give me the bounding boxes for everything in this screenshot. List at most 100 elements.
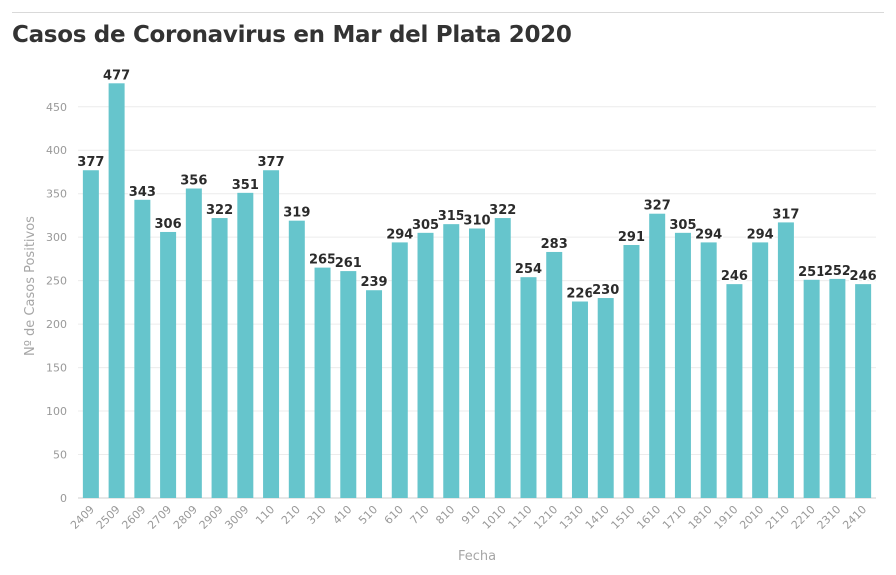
data-label: 265 — [309, 253, 336, 268]
y-tick-label: 100 — [46, 405, 67, 418]
y-tick-label: 450 — [46, 101, 67, 114]
bar — [752, 242, 769, 498]
bar — [803, 279, 820, 498]
x-tick-label: 2709 — [145, 503, 174, 532]
x-tick-label: 1710 — [660, 503, 689, 532]
bar — [623, 245, 640, 498]
x-tick-label: 1210 — [531, 503, 560, 532]
data-label: 294 — [386, 227, 413, 242]
x-tick-label: 210 — [279, 503, 303, 527]
x-axis-label: Fecha — [458, 549, 496, 564]
bar — [777, 222, 794, 498]
y-tick-label: 250 — [46, 275, 67, 288]
data-label: 322 — [489, 203, 516, 218]
x-tick-label: 2909 — [197, 503, 226, 532]
x-tick-label: 2110 — [763, 503, 792, 532]
bar — [855, 284, 872, 498]
bar — [160, 231, 177, 498]
bar — [674, 232, 691, 498]
data-label: 226 — [566, 287, 593, 302]
x-tick-label: 2310 — [815, 503, 844, 532]
bars — [82, 83, 872, 499]
top-divider — [12, 12, 884, 13]
x-tick-label: 2410 — [840, 503, 869, 532]
data-label: 230 — [592, 283, 619, 298]
y-tick-label: 50 — [53, 449, 67, 462]
bar — [443, 224, 460, 498]
bar — [391, 242, 408, 498]
data-label: 315 — [438, 209, 465, 224]
x-tick-label: 1110 — [506, 503, 535, 532]
bar — [314, 267, 331, 498]
y-axis-label: Nº de Casos Positivos — [23, 216, 38, 356]
data-label: 294 — [695, 227, 722, 242]
x-tick-label: 2609 — [119, 503, 148, 532]
x-tick-label: 310 — [305, 503, 329, 527]
data-label: 239 — [360, 275, 387, 290]
data-label: 317 — [772, 207, 799, 222]
data-label: 261 — [335, 256, 362, 271]
bar — [211, 218, 228, 499]
data-label: 356 — [180, 173, 207, 188]
bar — [520, 277, 537, 498]
bar — [546, 251, 563, 498]
y-tick-label: 300 — [46, 231, 67, 244]
data-label: 351 — [232, 178, 259, 193]
bar — [494, 218, 511, 499]
x-tick-label: 1910 — [712, 503, 741, 532]
data-label: 291 — [618, 230, 645, 245]
data-label: 327 — [644, 199, 671, 214]
bar — [134, 199, 151, 499]
chart-title: Casos de Coronavirus en Mar del Plata 20… — [12, 22, 572, 48]
bar — [263, 170, 280, 498]
data-label: 283 — [541, 237, 568, 252]
data-label: 477 — [103, 68, 130, 83]
x-tick-label: 1010 — [480, 503, 509, 532]
bar — [366, 290, 383, 498]
bar — [829, 278, 846, 498]
data-label: 377 — [77, 155, 104, 170]
x-tick-label: 810 — [433, 503, 457, 527]
y-tick-label: 350 — [46, 188, 67, 201]
data-label: 310 — [463, 213, 490, 228]
data-label: 322 — [206, 203, 233, 218]
x-tick-label: 1410 — [583, 503, 612, 532]
bar — [597, 298, 614, 498]
x-tick-label: 2409 — [68, 503, 97, 532]
data-label: 305 — [412, 218, 439, 233]
data-label: 377 — [257, 155, 284, 170]
data-label: 251 — [798, 265, 825, 280]
x-tick-label: 3009 — [222, 503, 251, 532]
y-tick-label: 0 — [60, 492, 67, 505]
bar — [417, 232, 434, 498]
x-tick-label: 2509 — [94, 503, 123, 532]
data-label: 254 — [515, 262, 542, 277]
x-tick-label: 610 — [382, 503, 406, 527]
y-tick-label: 400 — [46, 144, 67, 157]
data-label: 246 — [721, 269, 748, 284]
data-label: 319 — [283, 206, 310, 221]
x-tick-label: 1310 — [557, 503, 586, 532]
bar — [726, 284, 743, 498]
data-labels: 3774773433063563223513773192652612392943… — [76, 67, 878, 303]
x-tick-label: 2010 — [737, 503, 766, 532]
bar — [649, 213, 666, 498]
x-tick-label: 1510 — [609, 503, 638, 532]
data-label: 305 — [669, 218, 696, 233]
y-tick-label: 150 — [46, 362, 67, 375]
data-label: 343 — [129, 185, 156, 200]
bar — [700, 242, 717, 498]
bar — [237, 192, 254, 498]
bar — [108, 83, 125, 499]
bar — [185, 188, 202, 498]
y-tick-labels: 0 50 100 150 200 250 300 350 400 450 — [46, 101, 67, 505]
x-tick-label: 2809 — [171, 503, 200, 532]
x-tick-label: 1810 — [686, 503, 715, 532]
bar — [288, 220, 305, 498]
x-tick-label: 710 — [408, 503, 432, 527]
data-label: 306 — [155, 217, 182, 232]
bar — [571, 301, 588, 498]
bar — [82, 170, 99, 498]
